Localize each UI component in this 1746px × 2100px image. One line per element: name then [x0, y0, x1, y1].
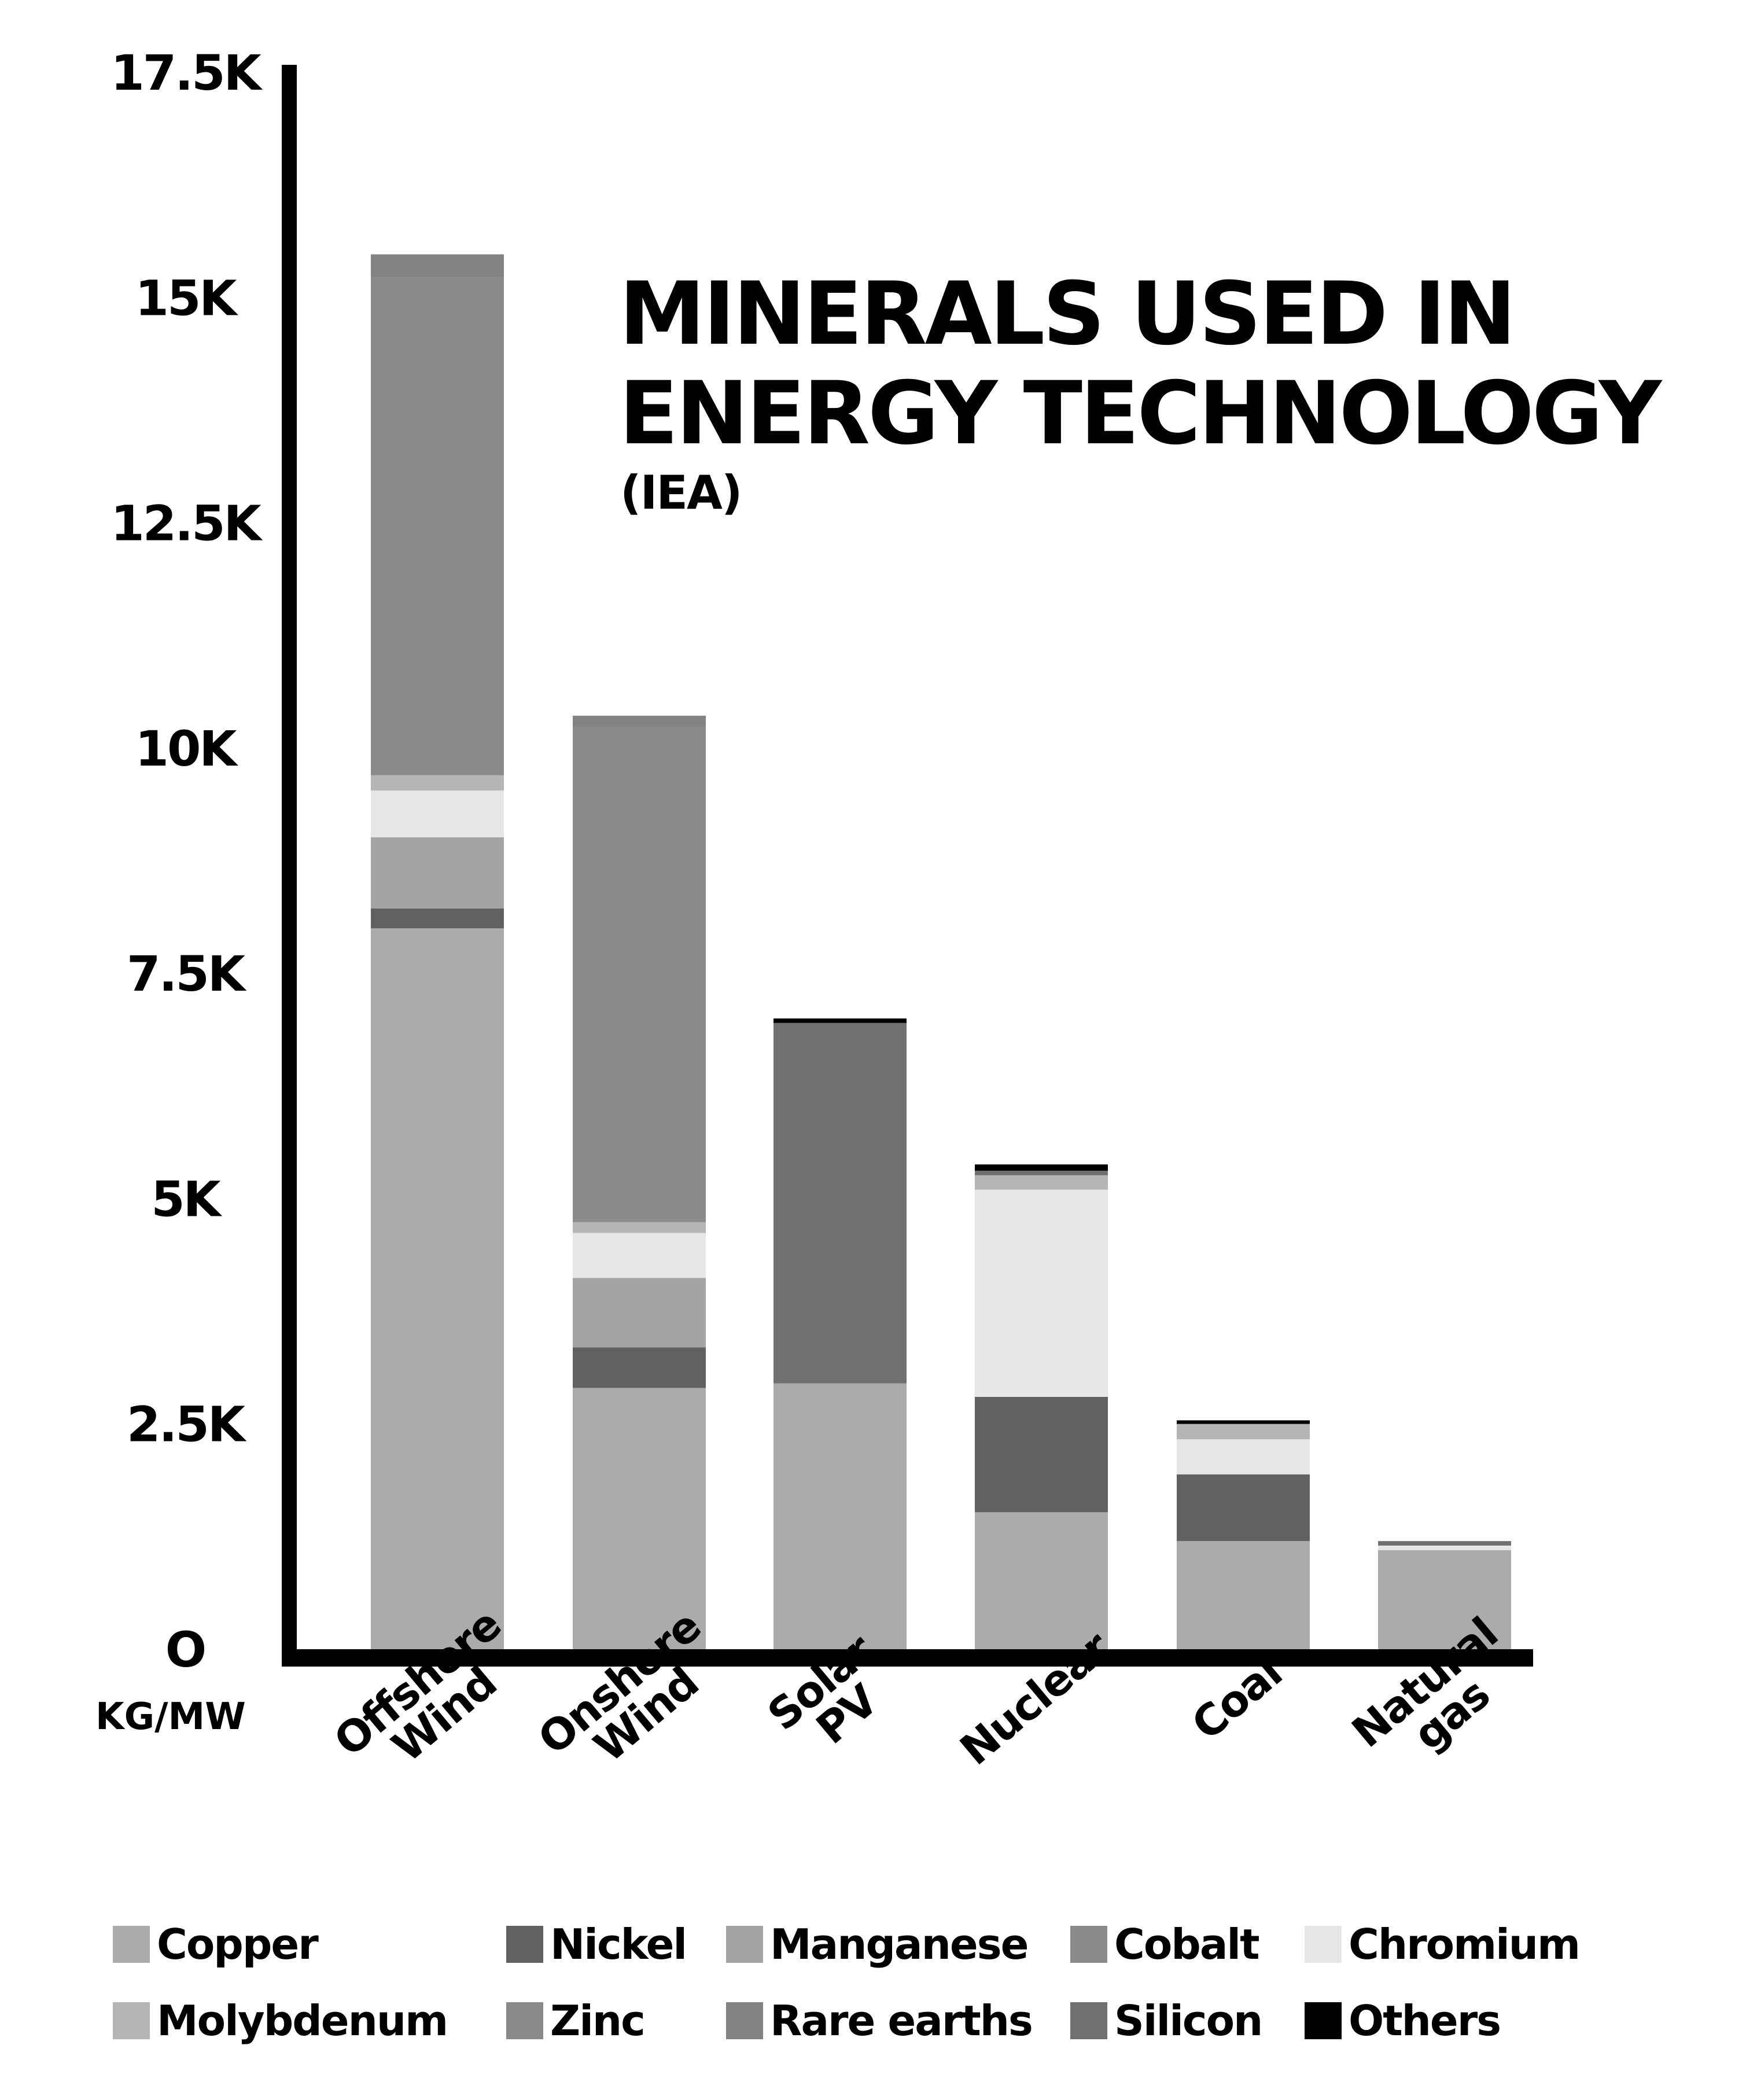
legend-item-nickel: Nickel — [506, 1920, 687, 1969]
chart-title-line-1: MINERALS USED IN — [619, 264, 1516, 365]
bar-segment-coal-chromium — [1177, 1439, 1310, 1474]
legend-label: Copper — [157, 1920, 319, 1969]
legend-item-chromium: Chromium — [1305, 1920, 1581, 1969]
bar-segment-offshore-wind-manganese — [371, 837, 504, 909]
y-tick-label: O — [165, 1621, 205, 1678]
legend-item-rare-earths: Rare earths — [726, 1996, 1033, 2045]
legend-label: Silicon — [1114, 1996, 1263, 2045]
bar-segment-nuclear-molybdenum — [975, 1175, 1108, 1190]
legend-item-silicon: Silicon — [1070, 1996, 1263, 2045]
legend-swatch — [1305, 2002, 1342, 2039]
bar-segment-onshore-wind-zinc — [573, 726, 706, 1222]
legend-swatch — [726, 1926, 763, 1963]
bar-segment-solar-pv-others — [773, 1018, 907, 1023]
chart-title-line-2: ENERGY TECHNOLOGY — [619, 363, 1662, 464]
legend-label: Chromium — [1349, 1920, 1581, 1969]
legend-item-molybdenum: Molybdenum — [113, 1996, 448, 2045]
legend-label: Rare earths — [770, 1996, 1033, 2045]
legend-item-copper: Copper — [113, 1920, 319, 1969]
legend-item-zinc: Zinc — [506, 1996, 646, 2045]
bar-segment-offshore-wind-chromium — [371, 790, 504, 838]
legend-label: Cobalt — [1114, 1920, 1260, 1969]
axes-group — [282, 65, 1533, 1667]
legend-item-manganese: Manganese — [726, 1920, 1029, 1969]
legend-swatch — [113, 1926, 150, 1963]
y-tick-labels: O 2.5K 5K 7.5K 10K 12.5K 15K 17.5K — [110, 45, 264, 1678]
legend-swatch — [506, 2002, 543, 2039]
bar-segment-onshore-wind-nickel — [573, 1347, 706, 1388]
legend-swatch — [1070, 2002, 1107, 2039]
legend-swatch — [1305, 1926, 1342, 1963]
bar-segment-coal-copper — [1177, 1541, 1310, 1649]
y-tick-label: 7.5K — [127, 946, 247, 1002]
chart-subtitle: (IEA) — [620, 466, 742, 520]
bar-segment-solar-pv-silicon — [773, 1023, 907, 1384]
legend-item-cobalt: Cobalt — [1070, 1920, 1260, 1969]
y-tick-label: 17.5K — [110, 45, 263, 101]
bar-segment-nuclear-silicon — [975, 1171, 1108, 1175]
legend-swatch — [1070, 1926, 1107, 1963]
bar-segment-coal-others — [1177, 1420, 1310, 1424]
y-axis-unit-label: KG/MW — [95, 1696, 246, 1738]
legend-label: Manganese — [770, 1920, 1029, 1969]
y-tick-label: 2.5K — [127, 1396, 247, 1453]
bar-segment-nuclear-nickel — [975, 1397, 1108, 1513]
bar-segment-nuclear-others — [975, 1164, 1108, 1171]
bar-segment-onshore-wind-chromium — [573, 1233, 706, 1278]
legend-label: Others — [1349, 1996, 1501, 2045]
bar-segment-nuclear-copper — [975, 1512, 1108, 1649]
legend-label: Nickel — [550, 1920, 687, 1969]
y-tick-label: 10K — [135, 720, 239, 777]
bar-segment-coal-molybdenum — [1177, 1424, 1310, 1440]
legend-swatch — [113, 2002, 150, 2039]
y-tick-label: 5K — [151, 1171, 222, 1227]
bar-segment-onshore-wind-copper — [573, 1388, 706, 1649]
y-tick-label: 12.5K — [110, 495, 263, 552]
bar-segment-offshore-wind-rare-earths — [371, 254, 504, 277]
bar-segment-offshore-wind-molybdenum — [371, 775, 504, 791]
bar-segment-onshore-wind-rare-earths — [573, 715, 706, 727]
bar-segment-offshore-wind-copper — [371, 928, 504, 1649]
bars-group — [371, 254, 1511, 1649]
legend-label: Zinc — [550, 1996, 646, 2045]
legend-item-others: Others — [1305, 1996, 1501, 2045]
bar-segment-offshore-wind-nickel — [371, 909, 504, 929]
legend-swatch — [726, 2002, 763, 2039]
bar-segment-natural-gas-copper — [1378, 1550, 1511, 1649]
bar-segment-onshore-wind-molybdenum — [573, 1222, 706, 1233]
bar-segment-nuclear-chromium — [975, 1189, 1108, 1397]
bar-segment-natural-gas-silicon — [1378, 1541, 1511, 1546]
y-tick-label: 15K — [135, 270, 239, 326]
legend-label: Molybdenum — [157, 1996, 448, 2045]
bar-segment-coal-nickel — [1177, 1474, 1310, 1542]
bar-segment-onshore-wind-manganese — [573, 1278, 706, 1348]
bar-segment-natural-gas-chromium — [1378, 1545, 1511, 1550]
bar-segment-offshore-wind-zinc — [371, 277, 504, 775]
bar-segment-solar-pv-copper — [773, 1383, 907, 1649]
legend-swatch — [506, 1926, 543, 1963]
